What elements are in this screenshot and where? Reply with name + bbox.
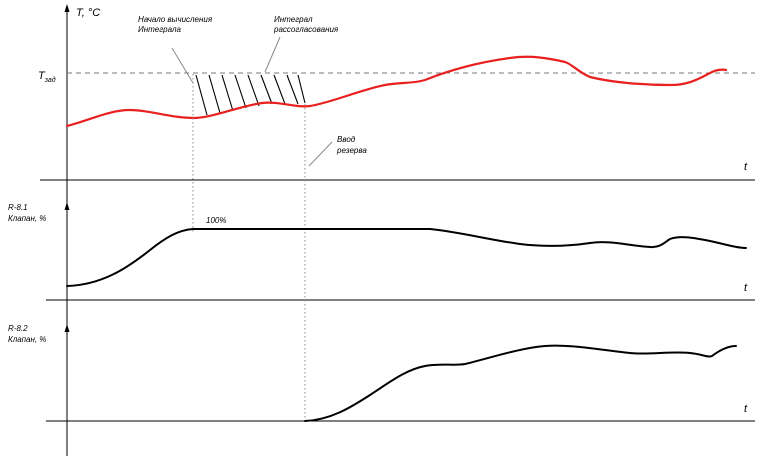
bottom-panel-title: R-8.2 Клапан, %	[8, 324, 46, 344]
temperature-curve	[65, 55, 728, 128]
middle-y-arrow	[64, 202, 70, 210]
top-x-axis-label: t	[744, 161, 748, 173]
y-axis-arrow	[64, 4, 70, 12]
middle-panel-title: R-8.1 Клапан, %	[8, 203, 46, 223]
setpoint-label: Tзад	[38, 70, 56, 84]
reserve-input-label: Ввод резерва	[336, 135, 367, 155]
bottom-y-arrow	[64, 324, 70, 332]
integral-hatching	[195, 74, 306, 116]
valve-r82-curve	[304, 344, 737, 422]
top-y-axis-label: T, °C	[76, 7, 100, 19]
integral-start-label: Начало вычисления Интеграла	[138, 15, 214, 34]
integral-start-leader	[171, 47, 194, 84]
integral-leader	[264, 36, 281, 73]
reserve-leader	[308, 141, 333, 167]
middle-x-axis-label: t	[744, 282, 748, 294]
bottom-x-axis-label: t	[744, 403, 748, 415]
valve-100-label: 100%	[206, 216, 226, 225]
valve-r81-curve	[66, 228, 747, 287]
integral-mismatch-label: Интеграл рассогласования	[273, 15, 339, 34]
